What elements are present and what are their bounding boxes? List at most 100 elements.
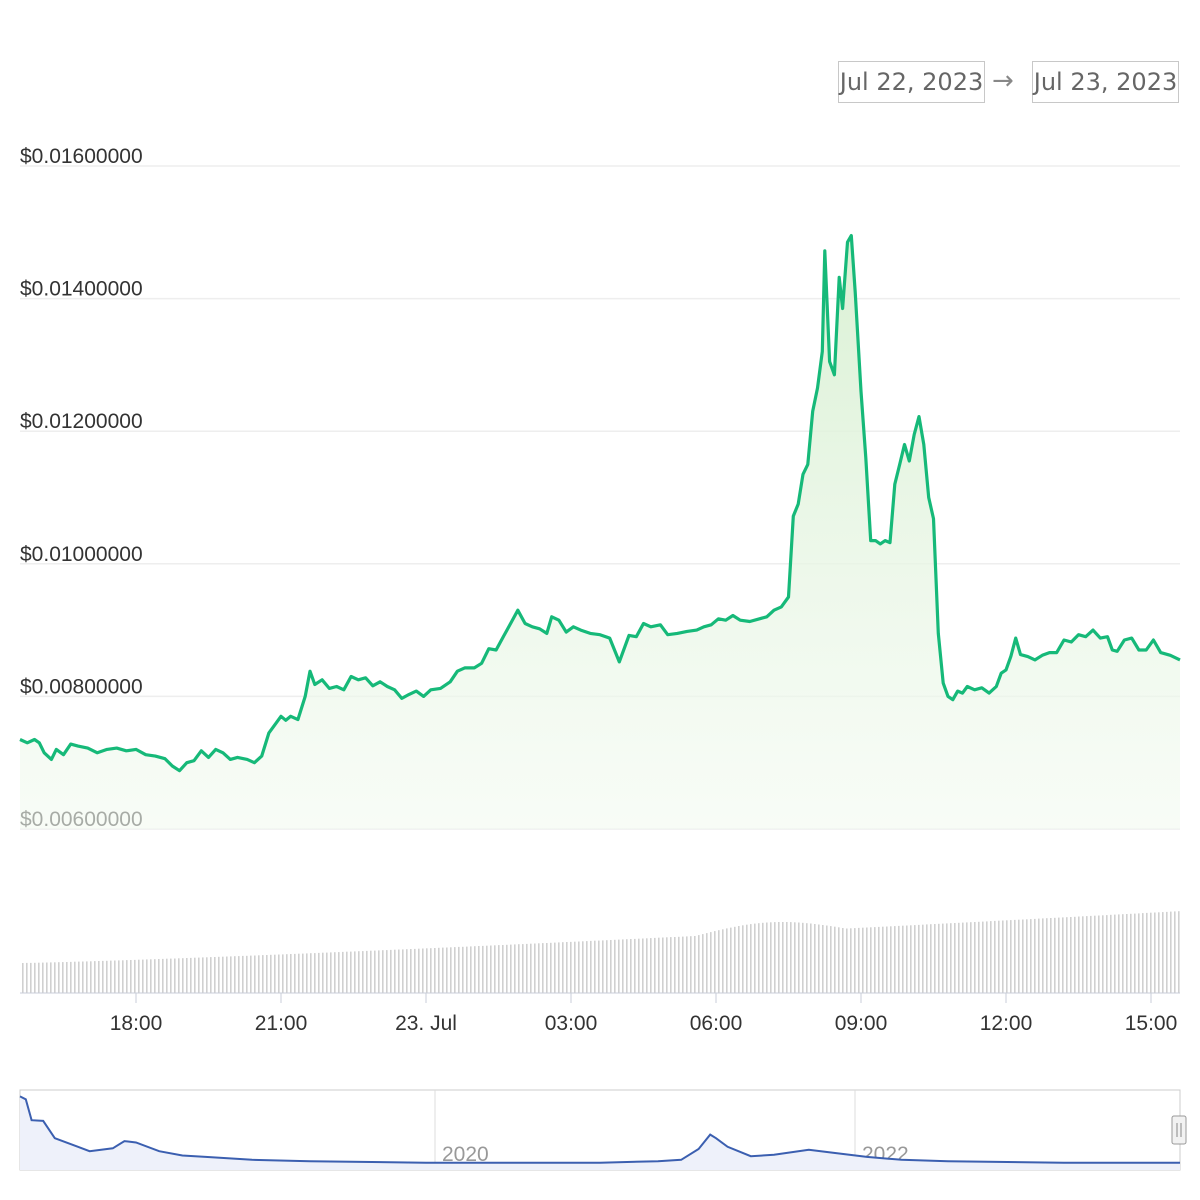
volume-bar <box>786 922 788 993</box>
volume-bar <box>1010 920 1012 993</box>
volume-bar <box>1014 919 1016 993</box>
volume-bar <box>702 934 704 993</box>
volume-bar <box>554 942 556 993</box>
volume-bar <box>386 950 388 993</box>
volume-bar <box>578 941 580 993</box>
volume-bar <box>42 962 44 993</box>
volume-bar <box>754 923 756 993</box>
volume-bar <box>118 960 120 993</box>
volume-bar <box>746 924 748 993</box>
volume-bar <box>774 922 776 993</box>
volume-bar <box>898 925 900 993</box>
volume-bar <box>286 954 288 993</box>
volume-bar <box>374 950 376 993</box>
range-navigator[interactable]: 2020 2022 <box>19 1089 1187 1171</box>
volume-bar <box>890 926 892 993</box>
volume-bar <box>190 957 192 993</box>
volume-bar <box>1006 920 1008 993</box>
volume-bar <box>1054 917 1056 993</box>
navigator-line <box>19 1095 1180 1164</box>
volume-bar <box>142 959 144 993</box>
volume-bar <box>586 941 588 993</box>
volume-bars <box>22 911 1180 993</box>
volume-bar <box>930 924 932 993</box>
volume-bar <box>642 938 644 993</box>
range-end-input[interactable]: Jul 23, 2023 <box>1032 61 1179 103</box>
volume-bar <box>138 959 140 993</box>
volume-bar <box>902 925 904 993</box>
volume-bar <box>158 959 160 993</box>
volume-bar <box>818 924 820 993</box>
volume-bar <box>186 958 188 993</box>
volume-bar <box>1146 912 1148 993</box>
volume-bar <box>1098 915 1100 993</box>
volume-bar <box>666 937 668 993</box>
volume-bar <box>1018 919 1020 993</box>
volume-bar <box>1090 915 1092 993</box>
volume-bar <box>322 952 324 993</box>
volume-bar <box>310 953 312 993</box>
volume-bar <box>1002 920 1004 993</box>
volume-bar <box>998 920 1000 993</box>
volume-bar <box>170 958 172 993</box>
volume-bar <box>86 961 88 993</box>
volume-bar <box>442 947 444 993</box>
volume-bar <box>966 922 968 993</box>
range-start-input[interactable]: Jul 22, 2023 <box>838 61 985 103</box>
price-line[interactable] <box>19 234 1181 773</box>
volume-bar <box>38 962 40 993</box>
x-axis-labels: 18:00 21:00 23. Jul 03:00 06:00 09:00 12:00 15:… <box>110 993 1177 1035</box>
volume-bar <box>878 926 880 993</box>
volume-bar <box>862 927 864 993</box>
navigator-area <box>20 1096 1180 1170</box>
volume-bar <box>870 927 872 993</box>
volume-bar <box>490 945 492 993</box>
volume-bar <box>502 945 504 993</box>
volume-bar <box>22 963 24 993</box>
volume-bar <box>570 941 572 993</box>
volume-bar <box>938 923 940 993</box>
volume-bar <box>198 957 200 993</box>
volume-bar <box>626 939 628 993</box>
volume-bar <box>662 937 664 993</box>
volume-bar <box>718 930 720 993</box>
volume-bar <box>1030 919 1032 993</box>
volume-bar <box>98 961 100 993</box>
volume-bar <box>518 944 520 993</box>
volume-bar <box>1174 911 1176 993</box>
volume-bar <box>846 928 848 993</box>
volume-bar <box>58 962 60 993</box>
volume-bar <box>182 958 184 993</box>
volume-bar <box>258 955 260 993</box>
volume-bar <box>510 944 512 993</box>
volume-bar <box>70 961 72 993</box>
volume-bar <box>446 947 448 993</box>
volume-bar <box>266 955 268 993</box>
volume-bar <box>914 925 916 993</box>
volume-bar <box>826 925 828 993</box>
volume-bar <box>210 957 212 993</box>
volume-bar <box>630 939 632 993</box>
volume-bar <box>542 943 544 993</box>
volume-bar <box>134 959 136 993</box>
volume-bar <box>50 962 52 993</box>
volume-bar <box>834 926 836 993</box>
volume-bar <box>926 924 928 993</box>
volume-bar <box>74 961 76 993</box>
volume-bar <box>762 922 764 993</box>
volume-bar <box>298 953 300 993</box>
volume-bar <box>798 922 800 993</box>
volume-bar <box>214 957 216 993</box>
y-tick-label: $0.01000000 <box>20 543 143 566</box>
volume-bar <box>318 952 320 993</box>
volume-bar <box>806 923 808 993</box>
volume-bar <box>110 960 112 993</box>
volume-bar <box>882 926 884 993</box>
navigator-handle[interactable] <box>1171 1115 1187 1145</box>
volume-bar <box>238 956 240 993</box>
volume-bar <box>854 928 856 993</box>
volume-bar <box>130 960 132 993</box>
volume-bar <box>402 949 404 993</box>
volume-bar <box>94 961 96 993</box>
volume-bar <box>738 926 740 993</box>
